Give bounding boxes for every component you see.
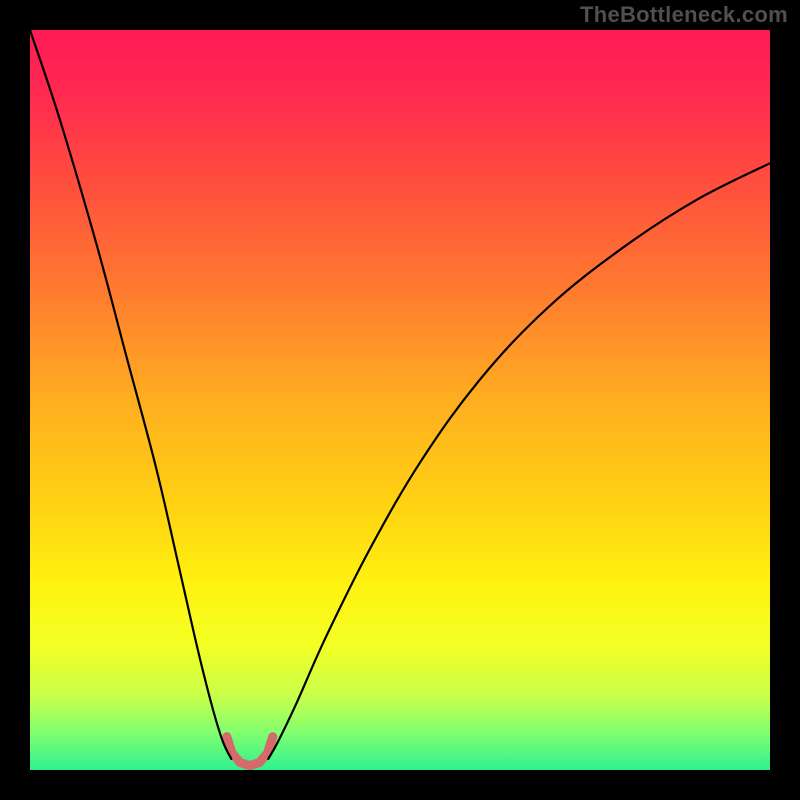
- watermark-text: TheBottleneck.com: [580, 2, 788, 28]
- chart-frame: TheBottleneck.com: [0, 0, 800, 800]
- curve-right-branch: [268, 163, 770, 759]
- chart-svg: [30, 30, 770, 770]
- trough-marker: [227, 737, 273, 766]
- curve-left-branch: [30, 30, 231, 759]
- chart-plot-area: [30, 30, 770, 770]
